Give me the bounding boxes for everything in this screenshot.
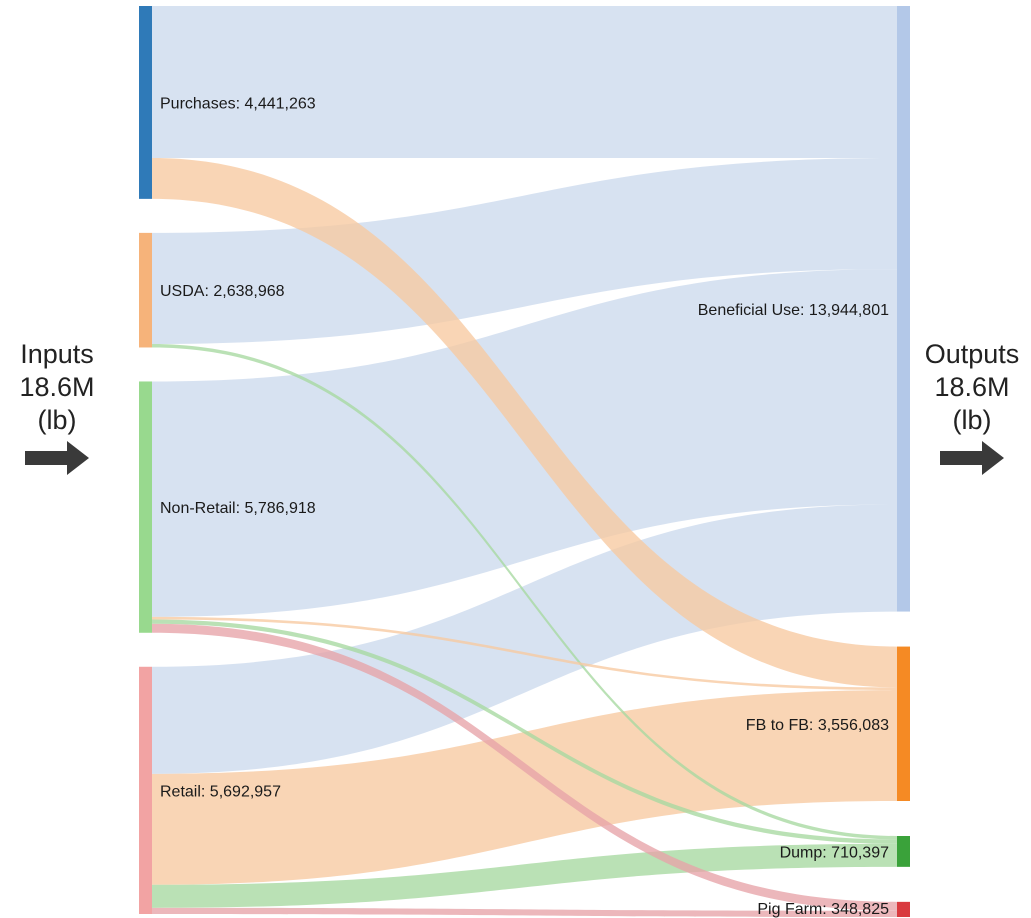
node-nonretail — [139, 381, 152, 633]
flow-nonretail-to-fb — [152, 616, 897, 691]
node-label-pig: Pig Farm: 348,825 — [757, 901, 889, 918]
node-dump — [897, 836, 910, 867]
flow-purchases-to-fb — [152, 157, 897, 688]
flow-usda-to-dump — [152, 344, 897, 840]
node-usda — [139, 232, 152, 348]
sankey-links — [152, 6, 897, 917]
outputs-title: Outputs — [924, 339, 1020, 369]
flow-retail-to-fb — [152, 690, 897, 885]
node-purchases — [139, 6, 152, 199]
flow-nonretail-to-dump — [152, 619, 897, 844]
inputs-unit: (lb) — [37, 405, 77, 435]
flow-nonretail-to-pig — [152, 623, 897, 911]
outputs-unit: (lb) — [952, 405, 992, 435]
node-label-fb: FB to FB: 3,556,083 — [746, 717, 889, 734]
node-fb — [897, 646, 910, 802]
inputs-label: Inputs 18.6M (lb) — [2, 338, 112, 475]
node-label-purchases: Purchases: 4,441,263 — [160, 95, 316, 112]
node-label-usda: USDA: 2,638,968 — [160, 283, 285, 300]
node-label-nonretail: Non-Retail: 5,786,918 — [160, 500, 316, 517]
node-label-dump: Dump: 710,397 — [780, 844, 890, 861]
arrow-right-icon — [940, 441, 1004, 475]
inputs-total: 18.6M — [19, 372, 95, 402]
node-pig — [897, 901, 910, 917]
outputs-label: Outputs 18.6M (lb) — [916, 338, 1028, 475]
flow-usda-to-beneficial — [152, 157, 897, 345]
arrow-right-icon — [25, 441, 89, 475]
node-label-retail: Retail: 5,692,957 — [160, 783, 281, 800]
node-label-beneficial: Beneficial Use: 13,944,801 — [698, 302, 889, 319]
sankey-node-labels: Purchases: 4,441,263 USDA: 2,638,968 Non-R… — [160, 95, 889, 918]
flow-retail-to-beneficial — [152, 504, 897, 774]
flow-retail-to-pig — [152, 907, 897, 917]
flow-retail-to-dump — [152, 843, 897, 908]
node-beneficial — [897, 6, 910, 612]
sankey-nodes — [139, 6, 910, 917]
flow-purchases-to-beneficial — [152, 6, 897, 158]
node-retail — [139, 666, 152, 914]
inputs-title: Inputs — [20, 339, 94, 369]
outputs-total: 18.6M — [934, 372, 1010, 402]
